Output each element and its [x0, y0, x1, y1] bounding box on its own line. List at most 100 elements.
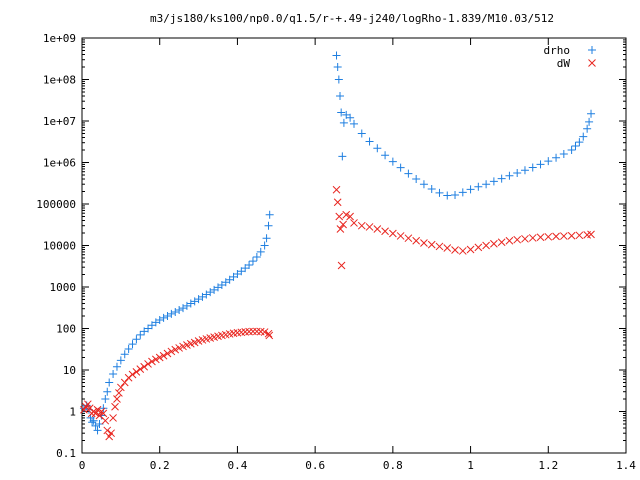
data-point-dW — [505, 236, 514, 245]
data-point-dW — [99, 409, 108, 418]
data-point-dW — [389, 229, 397, 238]
data-point-drho — [167, 309, 176, 318]
data-point-dW — [136, 365, 145, 373]
data-point-dW — [83, 400, 92, 409]
data-point-drho — [567, 146, 576, 155]
data-point-drho — [388, 157, 397, 166]
data-point-dW — [159, 351, 168, 360]
data-point-drho — [334, 75, 343, 84]
data-point-drho — [101, 395, 110, 404]
data-point-drho — [357, 129, 366, 138]
x-tick-label: 1 — [467, 459, 474, 472]
data-point-dW — [365, 223, 374, 231]
data-point-drho — [190, 297, 199, 306]
data-point-drho — [132, 335, 141, 344]
data-point-dW — [144, 360, 152, 368]
data-point-drho — [373, 144, 382, 153]
data-point-dW — [490, 239, 498, 248]
x-axis: 0 0.2 0.4 0.6 0.8 1 1.2 1.4 — [79, 38, 636, 472]
data-point-drho — [505, 171, 514, 180]
data-point-drho — [520, 166, 529, 175]
data-point-drho — [365, 137, 374, 146]
data-point-drho — [451, 190, 460, 199]
data-point-drho — [336, 92, 345, 101]
data-point-drho — [179, 304, 188, 313]
data-point-dW — [163, 349, 172, 358]
data-point-drho — [248, 257, 257, 266]
data-point-dW — [260, 328, 269, 336]
x-tick-label: 0.4 — [227, 459, 247, 472]
y-tick-label: 10000 — [43, 240, 76, 253]
data-point-drho — [513, 168, 522, 177]
y-tick-label: 100 — [56, 323, 76, 336]
data-point-drho — [350, 119, 358, 128]
data-point-drho — [575, 138, 584, 147]
data-point-dW — [350, 219, 358, 227]
x-tick-label: 0.6 — [305, 459, 325, 472]
data-point-drho — [339, 118, 348, 127]
data-point-dW — [451, 246, 459, 254]
data-point-dW — [241, 328, 250, 336]
data-point-dW — [381, 227, 389, 236]
data-point-drho — [412, 175, 421, 184]
y-tick-label: 1e+08 — [43, 74, 76, 87]
data-point-drho — [120, 350, 129, 359]
data-point-drho — [338, 152, 347, 161]
y-tick-label: 1e+09 — [43, 32, 76, 45]
data-point-dW — [333, 198, 342, 207]
data-point-drho — [155, 316, 164, 325]
legend-label: drho — [544, 44, 571, 57]
data-point-dW — [544, 232, 553, 241]
data-point-drho — [264, 221, 273, 230]
data-point-dW — [587, 230, 595, 239]
data-point-dW — [171, 345, 180, 354]
data-point-dW — [264, 329, 273, 338]
data-point-dW — [148, 357, 156, 366]
data-point-dW — [107, 429, 115, 438]
data-point-drho — [262, 234, 271, 243]
data-point-drho — [337, 108, 346, 117]
data-point-dW — [128, 370, 137, 379]
data-point-drho — [552, 153, 561, 162]
series-dW — [80, 185, 595, 441]
data-point-drho — [585, 117, 594, 126]
y-tick-label: 1000 — [50, 281, 77, 294]
data-point-drho — [109, 370, 118, 379]
data-point-dW — [245, 327, 253, 336]
data-point-dW — [342, 210, 351, 219]
data-point-dW — [482, 241, 490, 250]
data-point-drho — [332, 51, 341, 60]
data-point-drho — [163, 312, 172, 321]
y-tick-label: 0.1 — [56, 447, 76, 460]
data-point-dW — [513, 235, 522, 244]
data-point-drho — [528, 163, 537, 172]
data-point-dW — [109, 414, 117, 422]
data-point-drho — [103, 387, 112, 396]
data-point-dW — [336, 225, 345, 233]
data-point-dW — [332, 185, 341, 194]
chart-title: m3/js180/ks100/np0.0/q1.5/r-+.49-j240/lo… — [150, 12, 554, 25]
data-point-dW — [91, 409, 100, 418]
data-point-dW — [497, 238, 506, 247]
data-point-drho — [333, 63, 342, 72]
plot-frame — [81, 37, 627, 454]
data-point-dW — [552, 232, 560, 241]
data-point-drho — [571, 141, 580, 150]
data-point-dW — [117, 383, 125, 392]
data-point-dW — [265, 331, 274, 340]
data-point-dW — [339, 220, 347, 229]
x-tick-label: 0.8 — [383, 459, 403, 472]
y-tick-label: 10 — [63, 364, 76, 377]
data-point-dW — [155, 353, 164, 362]
data-point-drho — [91, 421, 100, 430]
data-point-dW — [443, 244, 452, 252]
data-point-drho — [245, 260, 254, 269]
data-point-drho — [171, 307, 180, 316]
data-point-drho — [544, 157, 553, 166]
legend-marker — [588, 46, 596, 54]
data-point-drho — [435, 188, 444, 197]
data-point-drho — [89, 416, 98, 425]
data-point-dW — [93, 405, 102, 414]
